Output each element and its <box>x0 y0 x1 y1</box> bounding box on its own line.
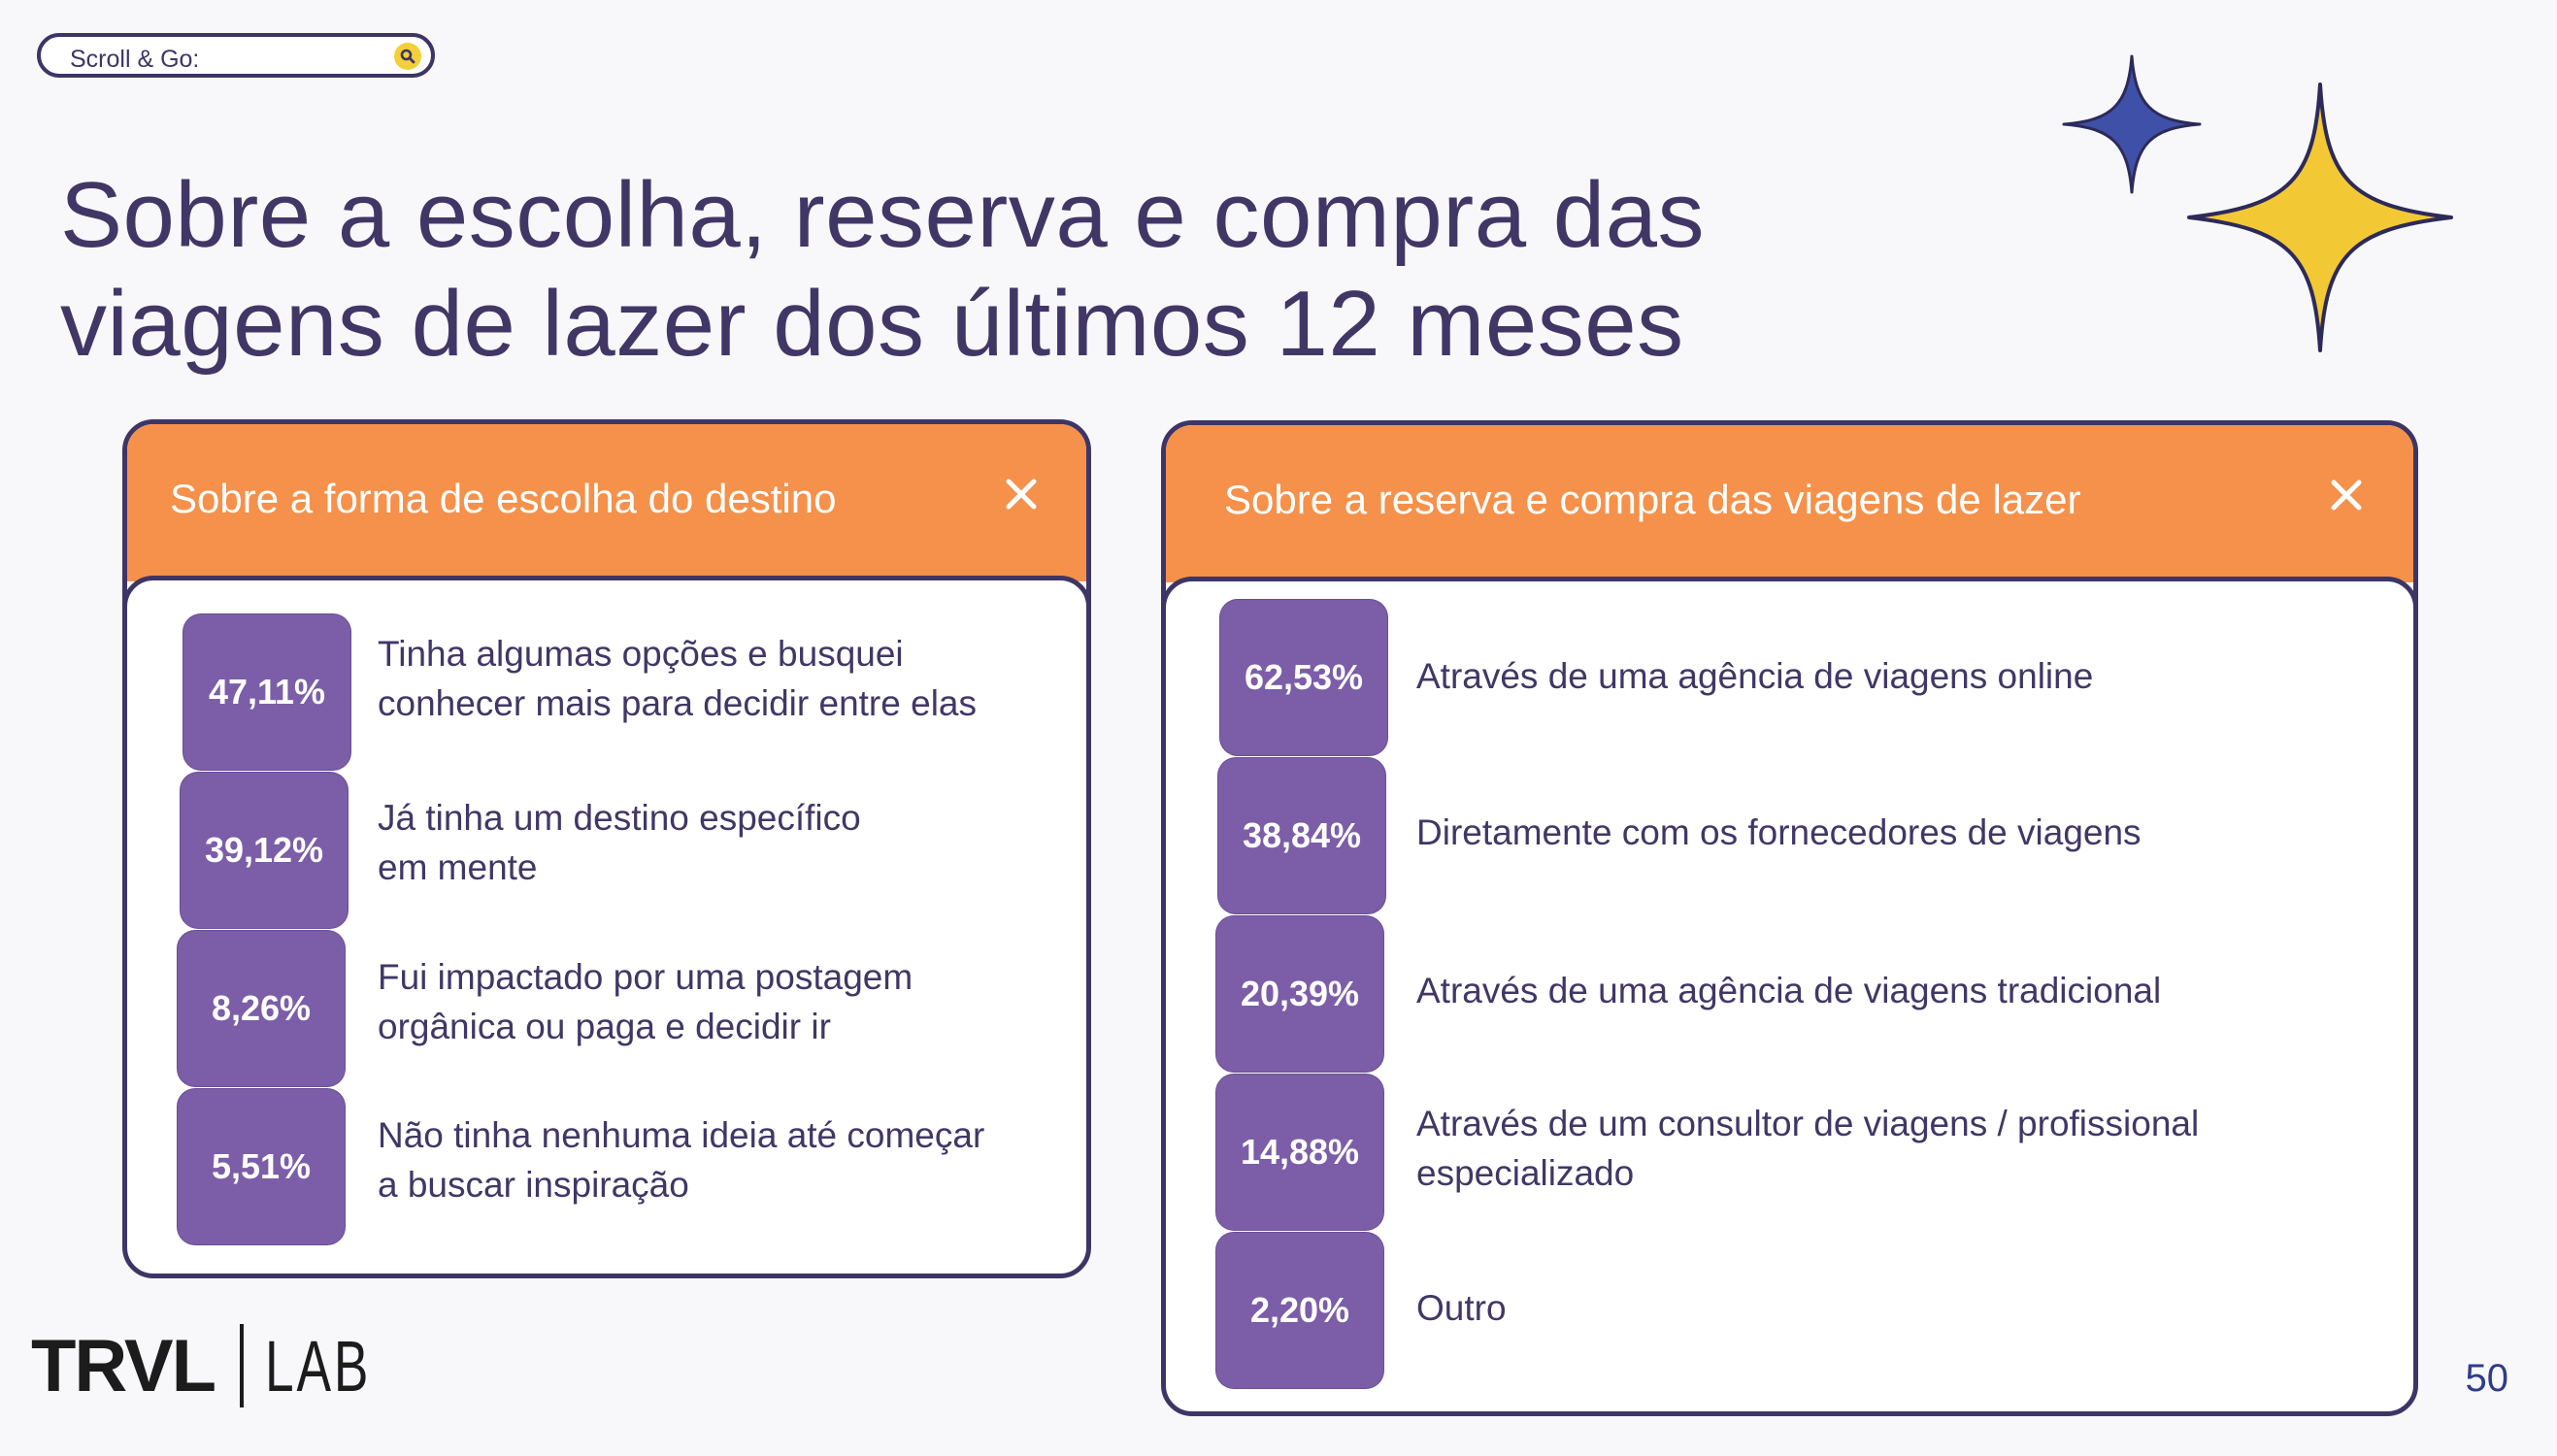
item-line-2: a buscar inspiração <box>378 1165 689 1205</box>
search-bar[interactable]: Scroll & Go: <box>37 33 435 78</box>
item-line-1: Não tinha nenhuma ideia até começar <box>378 1115 985 1155</box>
item-description: Outro <box>1416 1283 2348 1333</box>
booking-card-header: Sobre a reserva e compra das viagens de … <box>1166 425 2413 582</box>
choice-card-title: Sobre a forma de escolha do destino <box>170 476 837 521</box>
percentage-badge: 39,12% <box>181 773 348 928</box>
logo-divider <box>240 1324 245 1407</box>
percentage-badge: 62,53% <box>1220 600 1387 755</box>
item-line-2: conhecer mais para decidir entre elas <box>378 683 977 723</box>
percentage-badge: 5,51% <box>178 1089 345 1244</box>
item-description: Através de uma agência de viagens tradic… <box>1416 966 2348 1015</box>
choice-card-body: 47,11% Tinha algumas opções e busquei co… <box>127 576 1086 1274</box>
choice-card-header: Sobre a forma de escolha do destino <box>127 424 1086 581</box>
sparkle-yellow-icon <box>2187 83 2453 352</box>
item-line-1: Diretamente com os fornecedores de viage… <box>1416 812 2142 852</box>
item-description: Fui impactado por uma postagem orgânica … <box>378 952 1057 1051</box>
search-label: Scroll & Go: <box>70 46 200 73</box>
percentage-badge: 47,11% <box>183 614 350 770</box>
percentage-badge: 8,26% <box>178 931 345 1086</box>
percentage-badge: 20,39% <box>1216 916 1383 1072</box>
item-line-2: especializado <box>1416 1153 1635 1193</box>
page-number: 50 <box>2465 1357 2509 1400</box>
booking-card: Sobre a reserva e compra das viagens de … <box>1161 420 2418 1416</box>
item-line-2: orgânica ou paga e decidir ir <box>378 1007 831 1046</box>
search-icon <box>400 49 415 64</box>
item-description: Através de um consultor de viagens / pro… <box>1416 1099 2348 1198</box>
percentage-badge: 2,20% <box>1216 1233 1383 1388</box>
item-line-1: Outro <box>1416 1288 1507 1328</box>
booking-card-body: 62,53% Através de uma agência de viagens… <box>1166 577 2413 1411</box>
sparkle-blue-icon <box>2062 54 2202 194</box>
page-title: Sobre a escolha, reserva e compra das vi… <box>60 161 1705 379</box>
item-line-1: Tinha algumas opções e busquei <box>378 634 904 674</box>
search-button[interactable] <box>394 43 421 70</box>
choice-card: Sobre a forma de escolha do destino 47,1… <box>122 419 1091 1278</box>
item-line-2: em mente <box>378 847 538 887</box>
item-line-1: Através de um consultor de viagens / pro… <box>1416 1104 2200 1143</box>
item-description: Já tinha um destino específico em mente <box>378 793 1057 892</box>
close-icon[interactable] <box>1000 473 1043 515</box>
item-line-1: Já tinha um destino específico <box>378 798 861 838</box>
item-line-1: Através de uma agência de viagens online <box>1416 656 2094 696</box>
item-description: Através de uma agência de viagens online <box>1416 651 2348 701</box>
item-line-1: Através de uma agência de viagens tradic… <box>1416 971 2162 1010</box>
booking-card-title: Sobre a reserva e compra das viagens de … <box>1224 477 2081 522</box>
logo-brand: TRVL <box>31 1324 216 1407</box>
item-description: Tinha algumas opções e busquei conhecer … <box>378 629 1057 728</box>
item-description: Não tinha nenhuma ideia até começar a bu… <box>378 1110 1057 1209</box>
percentage-badge: 14,88% <box>1216 1075 1383 1230</box>
item-description: Diretamente com os fornecedores de viage… <box>1416 808 2348 857</box>
logo-sub: LAB <box>265 1325 372 1406</box>
close-icon[interactable] <box>2325 474 2368 516</box>
trvl-lab-logo: TRVL LAB <box>31 1322 413 1409</box>
item-line-1: Fui impactado por uma postagem <box>378 957 913 997</box>
page-title-line-2: viagens de lazer dos últimos 12 meses <box>60 272 1684 376</box>
page-title-line-1: Sobre a escolha, reserva e compra das <box>60 163 1706 267</box>
percentage-badge: 38,84% <box>1218 758 1385 913</box>
